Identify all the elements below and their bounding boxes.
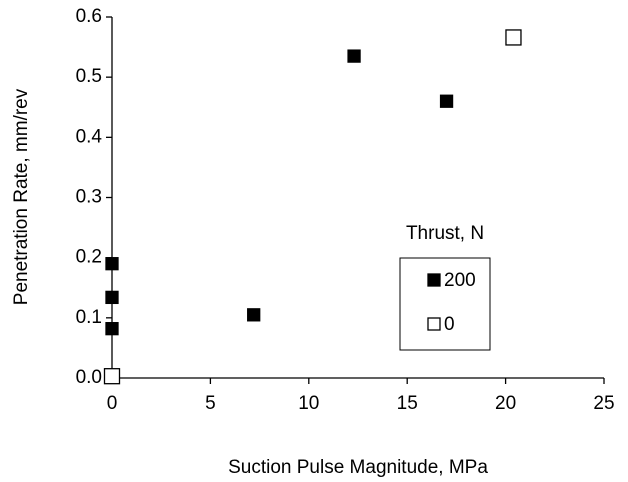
point xyxy=(103,368,121,385)
x-tick-label: 20 xyxy=(495,393,516,414)
y-tick-label: 0.6 xyxy=(76,6,102,27)
y-tick-label: 0.1 xyxy=(76,307,102,328)
x-tick-label: 0 xyxy=(107,393,118,414)
point xyxy=(439,94,454,108)
legend-marker xyxy=(427,273,441,287)
legend-title: Thrust, N xyxy=(406,223,484,244)
point xyxy=(247,308,261,322)
x-tick-label: 15 xyxy=(397,393,418,414)
point xyxy=(347,49,361,63)
x-axis-label: Suction Pulse Magnitude, MPa xyxy=(228,457,488,478)
y-axis-label: Penetration Rate, mm/rev xyxy=(11,88,32,305)
point xyxy=(105,322,119,336)
legend-label: 0 xyxy=(444,314,455,335)
x-tick-label: 25 xyxy=(593,393,614,414)
y-tick-label: 0.2 xyxy=(76,247,102,268)
y-tick-label: 0.0 xyxy=(76,367,102,388)
y-tick-label: 0.3 xyxy=(76,187,102,208)
legend-box xyxy=(399,257,491,351)
point xyxy=(505,29,522,46)
legend-marker xyxy=(427,317,441,331)
legend-label: 200 xyxy=(444,270,476,291)
y-tick-label: 0.4 xyxy=(76,126,103,147)
point xyxy=(105,290,119,305)
y-tick-label: 0.5 xyxy=(76,66,102,87)
point xyxy=(105,257,119,271)
x-tick-label: 10 xyxy=(298,393,319,414)
x-tick-label: 5 xyxy=(205,393,216,414)
